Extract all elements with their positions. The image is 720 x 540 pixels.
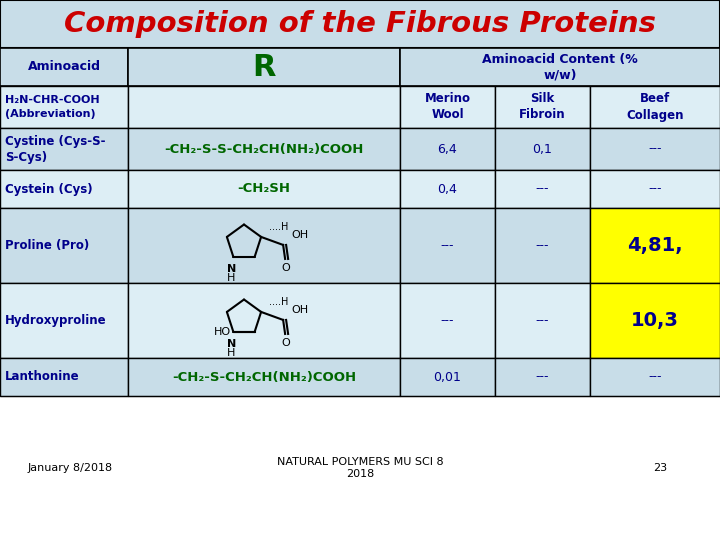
- Text: ....H: ....H: [269, 297, 289, 307]
- Bar: [0, 0, 720, 48]
- Text: OH: OH: [291, 305, 308, 315]
- Text: ---: ---: [536, 370, 549, 383]
- Text: 23: 23: [653, 463, 667, 473]
- Bar: [128, 128, 400, 170]
- Bar: [128, 86, 400, 128]
- Bar: [495, 170, 590, 208]
- Bar: [400, 208, 495, 283]
- Bar: [400, 358, 495, 396]
- Text: 6,4: 6,4: [438, 143, 457, 156]
- Text: NATURAL POLYMERS MU SCI 8
2018: NATURAL POLYMERS MU SCI 8 2018: [276, 457, 444, 479]
- Text: -CH₂SH: -CH₂SH: [238, 183, 290, 195]
- Text: 10,3: 10,3: [631, 311, 679, 330]
- Bar: [128, 283, 400, 358]
- Text: Beef
Collagen: Beef Collagen: [626, 92, 684, 122]
- Text: OH: OH: [291, 230, 308, 240]
- Text: ---: ---: [536, 239, 549, 252]
- Text: Cystein (Cys): Cystein (Cys): [5, 183, 93, 195]
- Text: 0,1: 0,1: [533, 143, 552, 156]
- Text: Cystine (Cys-S-
S-Cys): Cystine (Cys-S- S-Cys): [5, 134, 106, 164]
- Text: ---: ---: [648, 143, 662, 156]
- Text: -CH₂-S-CH₂CH(NH₂)COOH: -CH₂-S-CH₂CH(NH₂)COOH: [172, 370, 356, 383]
- Bar: [495, 208, 590, 283]
- Text: ---: ---: [536, 314, 549, 327]
- Bar: [400, 48, 720, 86]
- Bar: [495, 283, 590, 358]
- Text: Aminoacid Content (%
w/w): Aminoacid Content (% w/w): [482, 52, 638, 82]
- Bar: [590, 283, 720, 358]
- Bar: [0, 48, 128, 86]
- Text: H: H: [228, 273, 235, 283]
- Bar: [400, 170, 495, 208]
- Bar: [590, 128, 720, 170]
- Text: Lanthonine: Lanthonine: [5, 370, 80, 383]
- Bar: [0, 170, 128, 208]
- Text: Merino
Wool: Merino Wool: [425, 92, 470, 122]
- Bar: [128, 48, 400, 86]
- Text: O: O: [282, 338, 290, 348]
- Text: N: N: [227, 339, 236, 349]
- Text: R: R: [252, 52, 276, 82]
- Text: H₂N-CHR-COOH
(Abbreviation): H₂N-CHR-COOH (Abbreviation): [5, 96, 99, 119]
- Bar: [400, 283, 495, 358]
- Text: H: H: [228, 348, 235, 358]
- Bar: [590, 358, 720, 396]
- Bar: [0, 208, 128, 283]
- Text: ---: ---: [441, 239, 454, 252]
- Bar: [0, 86, 128, 128]
- Text: N: N: [227, 264, 236, 274]
- Bar: [495, 358, 590, 396]
- Text: Silk
Fibroin: Silk Fibroin: [519, 92, 566, 122]
- Bar: [0, 358, 128, 396]
- Text: -CH₂-S-S-CH₂CH(NH₂)COOH: -CH₂-S-S-CH₂CH(NH₂)COOH: [164, 143, 364, 156]
- Bar: [590, 170, 720, 208]
- Bar: [128, 358, 400, 396]
- Bar: [495, 128, 590, 170]
- Bar: [590, 208, 720, 283]
- Text: ---: ---: [648, 183, 662, 195]
- Text: Aminoacid: Aminoacid: [27, 60, 101, 73]
- Text: Proline (Pro): Proline (Pro): [5, 239, 89, 252]
- Text: ---: ---: [648, 370, 662, 383]
- Bar: [0, 128, 128, 170]
- Text: ---: ---: [536, 183, 549, 195]
- Bar: [400, 86, 495, 128]
- Text: 0,01: 0,01: [433, 370, 462, 383]
- Bar: [400, 128, 495, 170]
- Text: 4,81,: 4,81,: [627, 236, 683, 255]
- Bar: [128, 208, 400, 283]
- Text: HO: HO: [213, 327, 230, 337]
- Bar: [590, 86, 720, 128]
- Text: January 8/2018: January 8/2018: [27, 463, 112, 473]
- Text: Composition of the Fibrous Proteins: Composition of the Fibrous Proteins: [64, 10, 656, 38]
- Text: ---: ---: [441, 314, 454, 327]
- Text: Hydroxyproline: Hydroxyproline: [5, 314, 107, 327]
- Text: 0,4: 0,4: [438, 183, 457, 195]
- Text: O: O: [282, 263, 290, 273]
- Bar: [0, 283, 128, 358]
- Bar: [128, 170, 400, 208]
- Text: ....H: ....H: [269, 222, 289, 232]
- Bar: [495, 86, 590, 128]
